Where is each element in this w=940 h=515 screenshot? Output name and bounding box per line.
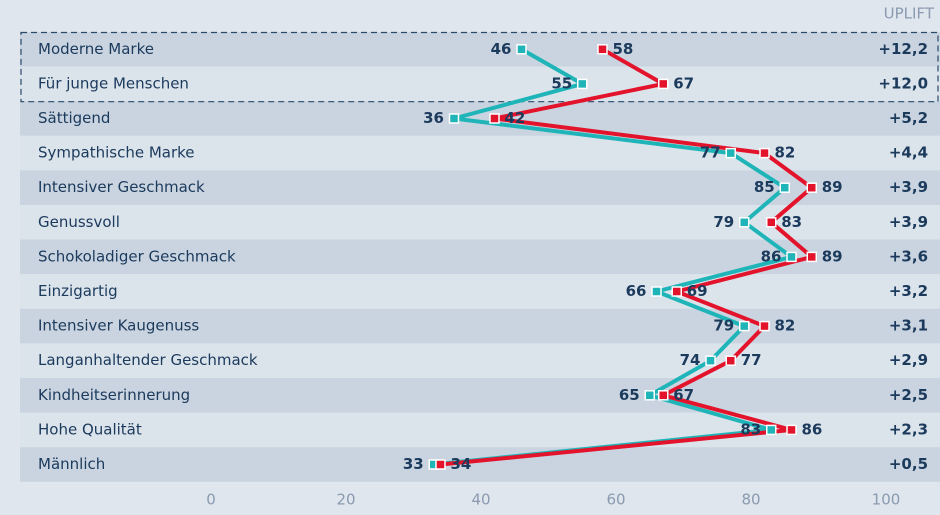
data-label: 77 <box>741 351 762 369</box>
point-marker <box>786 424 797 436</box>
category-label: Hohe Qualität <box>38 420 142 438</box>
point-marker <box>597 44 608 55</box>
data-label: 83 <box>740 420 761 438</box>
point-marker <box>759 147 770 159</box>
category-label: Männlich <box>38 455 105 473</box>
point-marker <box>779 182 790 193</box>
point-marker <box>739 320 750 332</box>
data-label: 69 <box>687 282 708 300</box>
data-label: 86 <box>802 420 823 438</box>
uplift-label: +12,0 <box>878 74 928 92</box>
x-tick-label: 100 <box>872 491 901 509</box>
point-marker <box>766 217 777 228</box>
uplift-label: +4,4 <box>889 144 928 162</box>
data-label: 83 <box>781 213 802 231</box>
point-marker <box>806 182 817 193</box>
data-label: 58 <box>613 40 634 58</box>
data-label: 34 <box>451 455 472 473</box>
point-marker <box>739 217 750 228</box>
point-marker <box>705 355 716 366</box>
data-label: 55 <box>551 74 572 92</box>
data-label: 85 <box>754 178 775 196</box>
row-band <box>20 66 940 102</box>
row-band <box>20 101 940 136</box>
point-marker <box>658 390 669 401</box>
x-tick-label: 40 <box>471 491 490 509</box>
category-label: Schokoladiger Geschmack <box>38 247 236 265</box>
category-label: Genussvoll <box>38 213 120 231</box>
point-marker <box>725 355 736 366</box>
point-marker <box>759 320 770 332</box>
data-label: 33 <box>403 455 424 473</box>
uplift-label: +3,6 <box>889 247 928 265</box>
row-band <box>20 447 940 482</box>
point-marker <box>806 251 817 263</box>
point-marker <box>786 251 797 263</box>
category-label: Langanhaltender Geschmack <box>38 351 258 369</box>
category-label: Moderne Marke <box>38 40 154 58</box>
data-label: 77 <box>700 144 721 162</box>
data-label: 89 <box>822 247 843 265</box>
category-label: Sympathische Marke <box>38 144 195 162</box>
uplift-label: +3,2 <box>889 282 928 300</box>
category-label: Einzigartig <box>38 282 118 300</box>
uplift-label: +2,3 <box>889 420 928 438</box>
column-title: UPLIFT <box>884 5 935 23</box>
data-label: 42 <box>505 109 526 127</box>
data-label: 74 <box>680 351 701 369</box>
data-label: 67 <box>673 386 694 404</box>
category-label: Intensiver Geschmack <box>38 178 205 196</box>
uplift-label: +2,5 <box>889 386 928 404</box>
category-label: Intensiver Kaugenuss <box>38 317 199 335</box>
row-band <box>20 378 940 413</box>
row-band <box>20 135 940 171</box>
data-label: 46 <box>491 40 512 58</box>
data-label: 65 <box>619 386 640 404</box>
point-marker <box>671 286 682 297</box>
data-label: 79 <box>713 213 734 231</box>
point-marker <box>577 78 588 90</box>
uplift-label: +3,9 <box>889 178 928 196</box>
x-tick-label: 80 <box>741 491 760 509</box>
category-label: Kindheitserinnerung <box>38 386 190 404</box>
uplift-label: +2,9 <box>889 351 928 369</box>
uplift-label: +5,2 <box>889 109 928 127</box>
uplift-label: +0,5 <box>889 455 928 473</box>
category-label: Für junge Menschen <box>38 74 189 92</box>
row-band <box>20 308 940 344</box>
point-marker <box>766 424 777 436</box>
data-label: 79 <box>713 317 734 335</box>
point-marker <box>644 390 655 401</box>
point-marker <box>725 147 736 159</box>
data-label: 86 <box>761 247 782 265</box>
data-label: 82 <box>775 317 796 335</box>
uplift-label: +3,9 <box>889 213 928 231</box>
highlight-box <box>20 31 939 103</box>
point-marker <box>489 113 500 124</box>
uplift-label: +12,2 <box>878 40 928 58</box>
data-label: 67 <box>673 74 694 92</box>
point-marker <box>448 113 460 124</box>
x-tick-label: 20 <box>336 491 355 509</box>
data-label: 66 <box>626 282 647 300</box>
category-label: Sättigend <box>38 109 110 127</box>
point-marker <box>658 78 669 90</box>
x-tick-label: 60 <box>606 491 625 509</box>
row-band <box>20 274 940 309</box>
data-label: 89 <box>822 178 843 196</box>
data-label: 82 <box>775 144 796 162</box>
uplift-label: +3,1 <box>889 317 928 335</box>
row-band <box>20 32 940 67</box>
point-marker <box>435 459 446 470</box>
row-band <box>20 343 940 378</box>
data-label: 36 <box>423 109 444 127</box>
point-marker <box>516 44 527 55</box>
point-marker <box>651 286 662 297</box>
x-tick-label: 0 <box>206 491 216 509</box>
